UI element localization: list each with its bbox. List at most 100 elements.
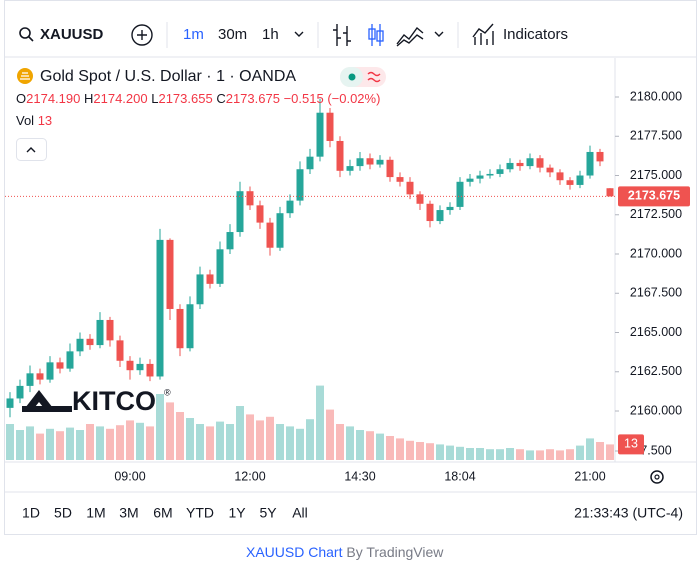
candle-body [46, 362, 54, 380]
compare-plus [137, 30, 147, 40]
candle-body [256, 205, 264, 223]
y-tick-label: 2172.500 [630, 207, 682, 221]
interval-dropdown[interactable] [294, 31, 304, 37]
candle-style-body [376, 30, 384, 42]
area-style-icon[interactable] [396, 26, 424, 47]
candle-body [116, 340, 124, 361]
volume-legend: Vol 13 [16, 113, 52, 128]
candle-body [146, 363, 154, 377]
volume-bar [216, 421, 224, 460]
volume-bar [206, 426, 214, 460]
candle-body [426, 203, 434, 222]
volume-bar [456, 446, 464, 460]
interval-button[interactable]: 30m [218, 26, 247, 43]
settings-button[interactable] [650, 470, 664, 484]
volume-bar [446, 445, 454, 460]
candle-body [456, 181, 464, 207]
x-tick-label: 14:30 [344, 469, 375, 483]
x-tick-label: 18:04 [444, 469, 475, 483]
volume-bar [26, 426, 34, 460]
volume-bar [306, 419, 314, 460]
ohlc-value: 2174.200 [93, 91, 147, 106]
interval-button[interactable]: 1m [183, 26, 204, 43]
candle-body [286, 200, 294, 214]
range-button[interactable]: 3M [119, 505, 138, 521]
range-button[interactable]: 1M [86, 505, 105, 521]
candle-body [86, 338, 94, 346]
range-button[interactable]: 5D [54, 505, 72, 521]
candle-body [306, 156, 314, 170]
candle-body [36, 373, 44, 380]
candle-body [576, 175, 584, 185]
volume-bar [526, 450, 534, 460]
interval-button[interactable]: 1h [262, 26, 279, 43]
ohlc-key: L [151, 91, 158, 106]
attribution: XAUUSD Chart By TradingView [246, 544, 444, 560]
ohlc-value: 2173.655 [158, 91, 212, 106]
symbol[interactable]: XAUUSD [40, 26, 104, 43]
volume-bar [396, 438, 404, 460]
clock: 21:33:43 (UTC-4) [574, 505, 683, 521]
candle-body [436, 210, 444, 222]
volume-bar [176, 412, 184, 460]
candle-body [356, 158, 364, 167]
volume-bar [6, 424, 14, 460]
range-button[interactable]: 5Y [259, 505, 277, 521]
ohlc-key: C [216, 91, 225, 106]
candle-body [586, 151, 594, 176]
candle-body [336, 140, 344, 171]
search-icon[interactable] [19, 27, 31, 39]
candle-body [566, 180, 574, 185]
candle-body [486, 173, 494, 176]
volume-bar [156, 394, 164, 460]
volume-bar [226, 424, 234, 460]
legend: Gold Spot / U.S. Dollar · 1 · OANDA O217… [16, 67, 386, 161]
volume-bar [466, 448, 474, 460]
range-button[interactable]: 1D [22, 505, 40, 521]
attribution-link[interactable]: XAUUSD Chart [246, 544, 343, 560]
range-button[interactable]: YTD [186, 505, 214, 521]
compare-button[interactable] [131, 24, 153, 46]
candle-body [516, 162, 524, 167]
volume-bar [246, 414, 254, 460]
watermark-mark: ® [164, 387, 171, 397]
volume-bar [576, 445, 584, 460]
volume-bar [426, 443, 434, 460]
candle-body [266, 222, 274, 248]
candle-body [596, 151, 604, 162]
range-button[interactable]: 6M [153, 505, 172, 521]
candle-body [506, 162, 514, 170]
volume-bar [236, 406, 244, 460]
indicators-icon[interactable] [472, 23, 494, 45]
candle-body [6, 398, 14, 408]
volume-bar [76, 430, 84, 460]
volume-bar [126, 420, 134, 460]
candle-body [556, 172, 564, 181]
ohlc-value: 2173.675 [226, 91, 280, 106]
volume-bar [36, 433, 44, 460]
range-button[interactable]: All [292, 505, 308, 521]
range-bar: 1D 5D 1M 3M 6M YTD 1Y 5Y All [22, 505, 308, 521]
candle-body [536, 158, 544, 168]
indicators-button[interactable]: Indicators [503, 26, 568, 43]
collapse-legend-button[interactable] [16, 138, 47, 161]
style-dropdown[interactable] [434, 31, 444, 37]
candle-body [376, 159, 384, 165]
candle-style-icon[interactable] [371, 24, 381, 46]
bar-style-icon[interactable] [333, 24, 351, 46]
volume-bar [416, 442, 424, 460]
volume-bar [296, 428, 304, 460]
attribution-by: By TradingView [346, 544, 444, 560]
candle-body [546, 167, 554, 173]
volume-bar [486, 449, 494, 460]
volume-bar [406, 440, 414, 460]
volume-bar [506, 448, 514, 460]
candle-body [196, 274, 204, 305]
ohlc-key: O [16, 91, 26, 106]
settings-icon-center [654, 474, 660, 480]
volume-bar [146, 426, 154, 460]
range-button[interactable]: 1Y [228, 505, 246, 521]
candle-body [406, 181, 414, 195]
y-tick-label: 2160.000 [630, 403, 682, 417]
